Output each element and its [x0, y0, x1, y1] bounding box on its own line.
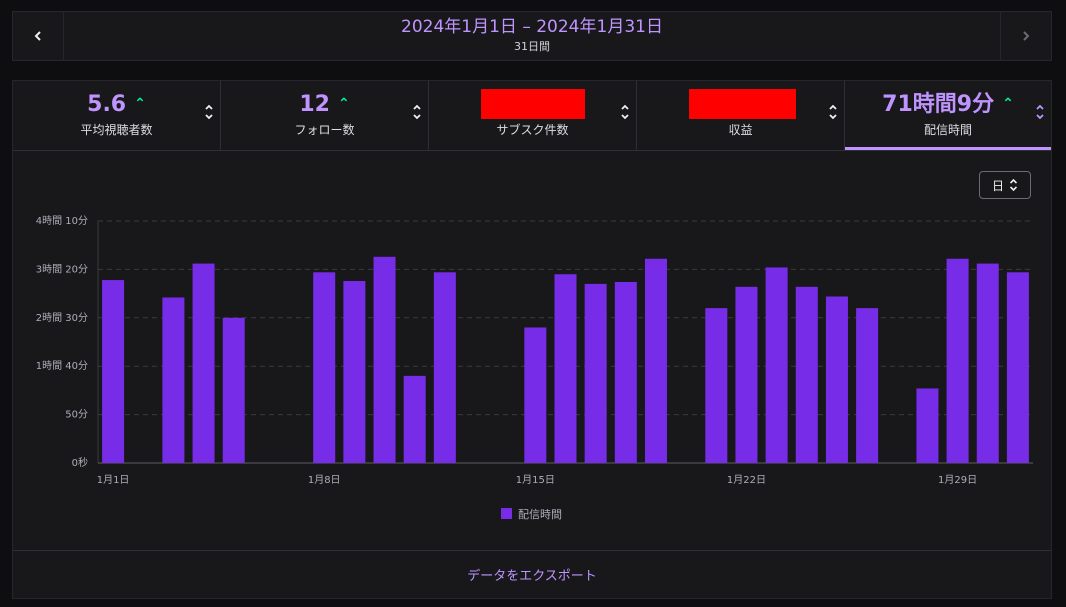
y-tick-label: 0秒 — [72, 456, 88, 469]
redacted-value — [689, 89, 796, 119]
trend-up-icon: ⌃ — [134, 96, 146, 112]
x-tick-label: 1月22日 — [727, 474, 766, 486]
sort-icon — [1036, 104, 1044, 120]
metric-follows[interactable]: 12 ⌃ フォロー数 — [221, 81, 429, 150]
export-data-button[interactable]: データをエクスポート — [13, 550, 1051, 598]
sort-icon — [205, 104, 213, 120]
legend-swatch — [501, 508, 512, 519]
chart-bar — [162, 297, 185, 463]
chart-bar — [524, 327, 547, 463]
y-tick-label: 2時間 30分 — [36, 312, 88, 324]
stream-time-chart: 0秒 50分 1時間 40分 2時間 30分 3時間 20分 4時間 10分 1月1日 1月8… — [36, 215, 1033, 521]
chart-bar — [765, 267, 788, 463]
metric-label: 配信時間 — [923, 123, 972, 137]
chart-bar — [102, 280, 125, 463]
metric-subs[interactable]: サブスク件数 — [429, 81, 637, 150]
y-tick-label: 3時間 20分 — [36, 263, 88, 275]
date-range-bar: 2024年1月1日 – 2024年1月31日 31日間 — [12, 11, 1052, 61]
metric-avg-viewers[interactable]: 5.6 ⌃ 平均視聴者数 — [13, 81, 221, 150]
date-range-days: 31日間 — [514, 40, 550, 53]
chart-bar — [192, 263, 215, 463]
x-tick-label: 1月8日 — [308, 474, 341, 486]
chevron-left-icon — [34, 31, 41, 41]
metric-revenue[interactable]: 収益 — [637, 81, 845, 150]
select-arrows-icon — [1009, 178, 1018, 192]
chevron-right-icon — [1023, 31, 1030, 41]
date-range: 2024年1月1日 – 2024年1月31日 31日間 — [63, 15, 1001, 55]
date-range-text: 2024年1月1日 – 2024年1月31日 — [401, 17, 663, 37]
chart-bar — [403, 375, 426, 463]
metric-label: 収益 — [728, 123, 753, 137]
x-tick-label: 1月29日 — [938, 474, 977, 486]
granularity-selected: 日 — [991, 178, 1004, 193]
trend-up-icon: ⌃ — [337, 96, 350, 112]
y-tick-label: 1時間 40分 — [36, 360, 88, 372]
metric-value: 12 — [299, 92, 330, 117]
chart-bar — [856, 308, 879, 463]
legend-label: 配信時間 — [518, 508, 562, 521]
chart-bar — [554, 274, 577, 463]
sort-icon — [829, 104, 837, 120]
metric-label: フォロー数 — [294, 123, 355, 137]
metric-tabs: 5.6 ⌃ 平均視聴者数 12 ⌃ フォロー数 サブスク件数 収益 71時間9分 ⌃ … — [13, 81, 1051, 151]
metric-label: 平均視聴者数 — [80, 123, 153, 137]
chart-bar — [946, 258, 969, 463]
chart-bar — [373, 256, 396, 463]
chart-bar — [584, 283, 607, 463]
x-tick-label: 1月1日 — [97, 474, 130, 486]
x-tick-label: 1月15日 — [516, 474, 555, 486]
metric-value: 71時間9分 — [882, 92, 995, 117]
y-tick-label: 4時間 10分 — [36, 215, 88, 227]
stats-panel: 5.6 ⌃ 平均視聴者数 12 ⌃ フォロー数 サブスク件数 収益 71時間9分 ⌃ … — [12, 80, 1052, 599]
sort-icon — [413, 104, 421, 120]
chart-bar — [825, 296, 848, 463]
chart-bar — [705, 308, 728, 463]
next-period-button[interactable] — [1000, 12, 1051, 60]
metric-label: サブスク件数 — [496, 123, 569, 137]
metric-stream-time[interactable]: 71時間9分 ⌃ 配信時間 — [845, 81, 1051, 150]
chart-bar — [795, 286, 818, 463]
sort-icon — [621, 104, 629, 120]
redacted-value — [481, 89, 585, 119]
y-tick-label: 50分 — [65, 409, 88, 421]
chart-bar — [433, 272, 456, 463]
metric-value: 5.6 — [87, 92, 127, 117]
chart-bar — [343, 281, 366, 463]
chart-bar — [614, 281, 637, 463]
chart-bar — [976, 263, 999, 463]
chart-bar — [644, 258, 667, 463]
previous-period-button[interactable] — [13, 12, 64, 60]
chart-bar — [916, 388, 939, 463]
chart-bar — [222, 317, 245, 463]
chart-bar — [313, 272, 336, 463]
granularity-dropdown[interactable]: 日 — [979, 171, 1031, 199]
trend-up-icon: ⌃ — [1002, 96, 1014, 112]
chart-bar — [735, 286, 758, 463]
chart-bar — [1006, 272, 1029, 463]
